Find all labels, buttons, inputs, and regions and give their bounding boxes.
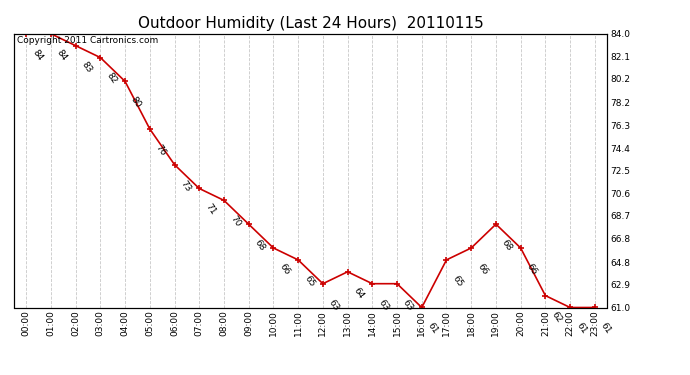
- Text: 70: 70: [228, 214, 242, 229]
- Title: Outdoor Humidity (Last 24 Hours)  20110115: Outdoor Humidity (Last 24 Hours) 2011011…: [137, 16, 484, 31]
- Text: 61: 61: [574, 321, 589, 336]
- Text: 83: 83: [80, 60, 94, 74]
- Text: 71: 71: [204, 202, 217, 217]
- Text: 80: 80: [129, 95, 144, 110]
- Text: 66: 66: [277, 262, 292, 276]
- Text: 63: 63: [327, 298, 341, 312]
- Text: 66: 66: [525, 262, 539, 276]
- Text: 68: 68: [500, 238, 514, 253]
- Text: Copyright 2011 Cartronics.com: Copyright 2011 Cartronics.com: [17, 36, 158, 45]
- Text: 63: 63: [377, 298, 391, 312]
- Text: 64: 64: [352, 286, 366, 300]
- Text: 68: 68: [253, 238, 267, 253]
- Text: 61: 61: [426, 321, 440, 336]
- Text: 65: 65: [451, 274, 464, 288]
- Text: 61: 61: [599, 321, 613, 336]
- Text: 76: 76: [154, 143, 168, 158]
- Text: 84: 84: [55, 48, 69, 62]
- Text: 62: 62: [549, 309, 564, 324]
- Text: 66: 66: [475, 262, 489, 276]
- Text: 65: 65: [302, 274, 316, 288]
- Text: 63: 63: [401, 298, 415, 312]
- Text: 84: 84: [30, 48, 44, 62]
- Text: 82: 82: [104, 72, 119, 86]
- Text: 73: 73: [179, 178, 193, 193]
